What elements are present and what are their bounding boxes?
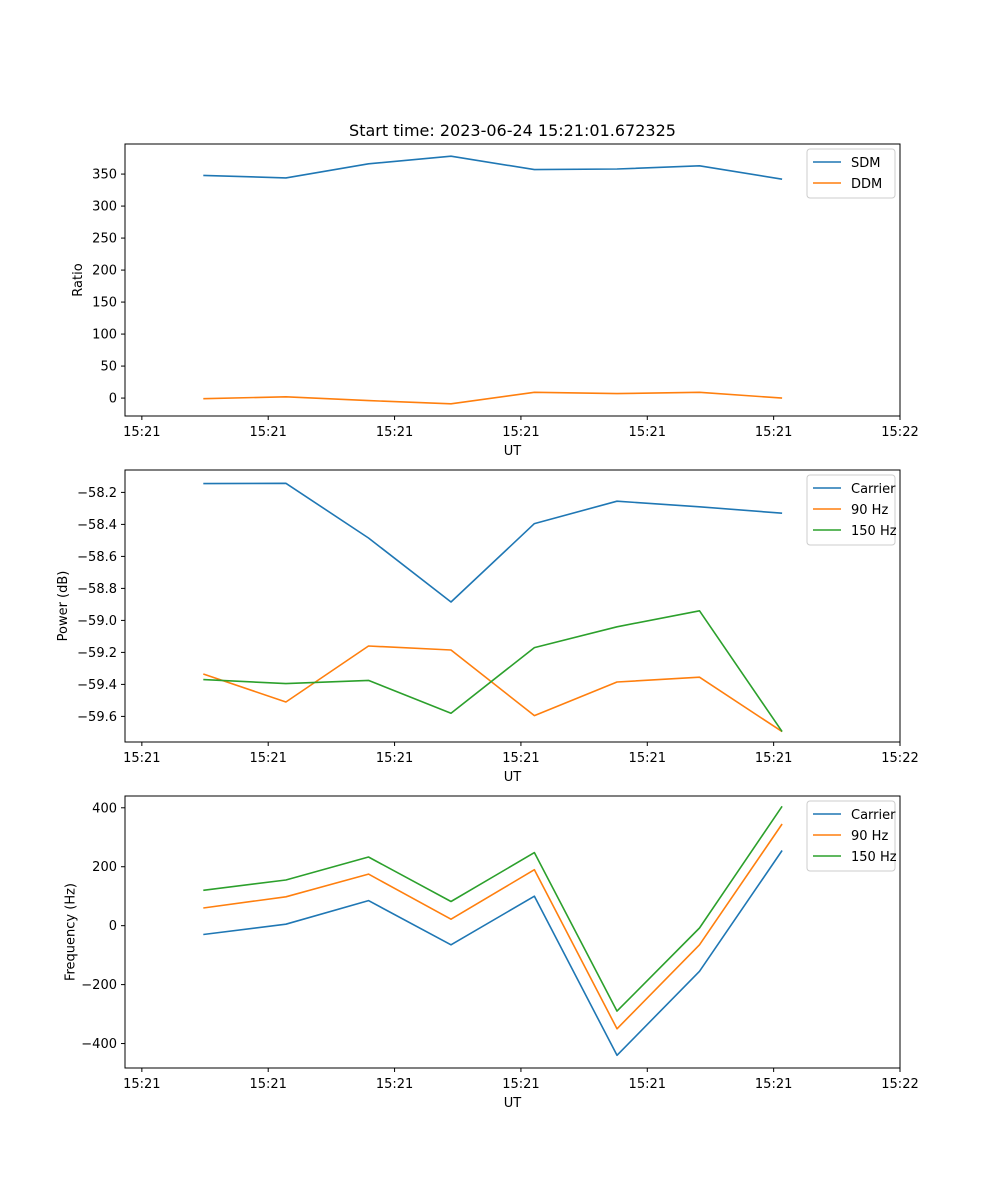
y-tick-label: 0 (109, 919, 117, 934)
y-tick-label: −200 (81, 978, 117, 993)
y-tick-label: 350 (92, 168, 117, 183)
legend-label: 150 Hz (851, 850, 897, 865)
y-tick-label: 0 (109, 392, 117, 407)
chart-title: Start time: 2023-06-24 15:21:01.672325 (349, 121, 676, 140)
x-axis-label: UT (504, 1096, 522, 1111)
y-tick-label: −58.2 (77, 486, 117, 501)
series-line-1 (203, 482, 783, 603)
y-tick-label: 400 (92, 801, 117, 816)
x-tick-label: 15:21 (123, 425, 160, 440)
y-tick-label: 250 (92, 232, 117, 247)
y-tick-label: −59.6 (77, 710, 117, 725)
x-tick-label: 15:21 (629, 751, 666, 766)
axes-frame (124, 469, 901, 743)
legend-box (806, 800, 896, 872)
x-tick-label: 15:21 (376, 1077, 413, 1092)
y-tick-label: −59.4 (77, 678, 117, 693)
x-tick-label: 15:22 (881, 425, 918, 440)
chart-panel-1: Start time: 2023-06-24 15:21:01.672325 15… (71, 121, 919, 459)
y-tick-label: 200 (92, 264, 117, 279)
legend-box (806, 474, 896, 546)
y-axis-label: Power (dB) (56, 571, 71, 642)
chart-panels: Start time: 2023-06-24 15:21:01.672325 15… (56, 121, 919, 1111)
x-tick-label: 15:21 (376, 425, 413, 440)
x-axis-label: UT (504, 444, 522, 459)
legend-label: Carrier (851, 808, 896, 823)
y-tick-label: 100 (92, 328, 117, 343)
x-tick-label: 15:21 (755, 751, 792, 766)
x-axis-label: UT (504, 770, 522, 785)
series-line-2 (203, 645, 783, 733)
y-tick-label: −58.8 (77, 582, 117, 597)
x-tick-label: 15:22 (881, 751, 918, 766)
series-line-2 (203, 391, 783, 405)
y-tick-label: −59.0 (77, 614, 117, 629)
x-tick-label: 15:21 (376, 751, 413, 766)
x-tick-label: 15:21 (249, 1077, 286, 1092)
y-tick-label: −58.4 (77, 518, 117, 533)
y-tick-label: −59.2 (77, 646, 117, 661)
y-axis-label: Frequency (Hz) (64, 883, 79, 981)
legend-label: 90 Hz (851, 503, 888, 518)
x-tick-label: 15:21 (123, 1077, 160, 1092)
x-tick-label: 15:21 (249, 425, 286, 440)
axes-frame (124, 143, 901, 417)
chart-panel-3: 15:21 15:21 15:21 15:21 15:21 15:21 15:22 UT 400… (64, 795, 919, 1111)
y-axis-label: Ratio (71, 263, 86, 296)
series-line-1 (203, 155, 783, 180)
axes-frame (124, 795, 901, 1069)
y-tick-label: 50 (100, 360, 117, 375)
x-tick-label: 15:21 (502, 1077, 539, 1092)
x-tick-label: 15:21 (755, 1077, 792, 1092)
x-tick-label: 15:21 (502, 751, 539, 766)
x-tick-label: 15:21 (629, 425, 666, 440)
x-tick-label: 15:21 (249, 751, 286, 766)
y-tick-label: 300 (92, 200, 117, 215)
y-tick-label: −58.6 (77, 550, 117, 565)
legend-label: DDM (851, 177, 882, 192)
series-line-2 (203, 823, 783, 1030)
series-line-1 (203, 850, 783, 1057)
x-tick-label: 15:21 (755, 425, 792, 440)
x-tick-label: 15:21 (629, 1077, 666, 1092)
y-tick-label: −400 (81, 1037, 117, 1052)
series-line-3 (203, 609, 783, 733)
chart-panel-2: 15:21 15:21 15:21 15:21 15:21 15:21 15:22 UT −58… (56, 469, 919, 785)
legend-label: Carrier (851, 482, 896, 497)
legend-label: SDM (851, 156, 880, 171)
series-line-3 (203, 805, 783, 1012)
y-tick-label: 200 (92, 860, 117, 875)
x-tick-label: 15:21 (123, 751, 160, 766)
x-tick-label: 15:22 (881, 1077, 918, 1092)
legend-label: 150 Hz (851, 524, 897, 539)
legend-label: 90 Hz (851, 829, 888, 844)
x-tick-label: 15:21 (502, 425, 539, 440)
y-tick-label: 150 (92, 296, 117, 311)
